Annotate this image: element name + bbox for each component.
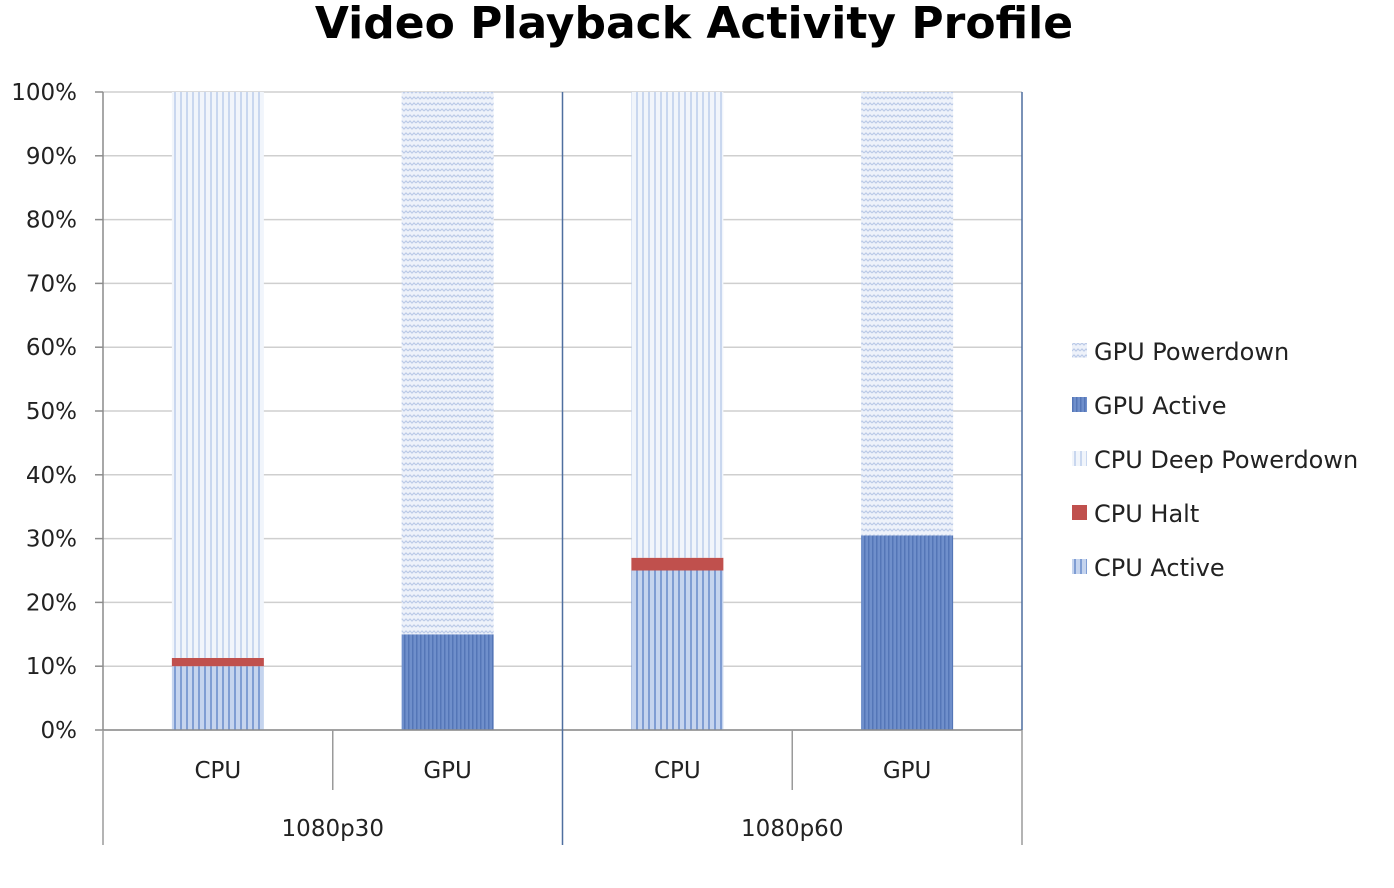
bar-segment-cpu-halt xyxy=(631,557,724,571)
legend-swatch-gpu-active xyxy=(1072,397,1087,412)
bar-segment-gpu-powerdown xyxy=(401,92,494,635)
legend-swatch-cpu-active xyxy=(1072,559,1087,574)
x-category-label: GPU xyxy=(423,758,472,784)
legend-label-gpu-powerdown: GPU Powerdown xyxy=(1094,338,1289,366)
bar-segment-cpu-deep-powerdown xyxy=(171,92,264,658)
y-tick-label: 50% xyxy=(26,399,77,425)
legend-swatch-cpu-deep-powerdown xyxy=(1072,451,1087,466)
y-tick-label: 0% xyxy=(41,718,78,744)
legend-label-cpu-deep-powerdown: CPU Deep Powerdown xyxy=(1094,446,1358,474)
x-category-label: GPU xyxy=(883,758,932,784)
x-category-label: CPU xyxy=(654,758,701,784)
chart-title: Video Playback Activity Profile xyxy=(315,0,1073,49)
y-tick-label: 80% xyxy=(26,208,77,234)
y-tick-label: 90% xyxy=(26,144,77,170)
legend-label-cpu-active: CPU Active xyxy=(1094,554,1225,582)
y-tick-label: 100% xyxy=(11,80,77,106)
bar-segment-cpu-deep-powerdown xyxy=(631,92,724,558)
bar-segment-cpu-active xyxy=(171,666,264,730)
y-tick-label: 70% xyxy=(26,271,77,297)
bar-segment-cpu-active xyxy=(631,570,724,730)
bar-segment-gpu-active xyxy=(401,634,494,730)
y-tick-label: 30% xyxy=(26,527,77,553)
y-tick-label: 40% xyxy=(26,463,77,489)
bar-segment-cpu-halt xyxy=(171,657,264,667)
legend-swatch-gpu-powerdown xyxy=(1072,343,1087,358)
bars xyxy=(171,92,954,730)
x-group-label: 1080p30 xyxy=(282,816,384,842)
y-tick-label: 20% xyxy=(26,590,77,616)
bar-segment-gpu-active xyxy=(861,535,954,730)
legend-swatch-cpu-halt xyxy=(1072,505,1087,520)
bar-segment-gpu-powerdown xyxy=(861,92,954,536)
y-tick-label: 10% xyxy=(26,654,77,680)
x-category-label: CPU xyxy=(194,758,241,784)
x-group-label: 1080p60 xyxy=(741,816,843,842)
x-axis-categories: CPU GPU CPU GPU 1080p30 1080p60 xyxy=(102,730,1023,845)
y-axis-ticks: 0% 10% 20% 30% 40% 50% 60% 70% 80% 90% 100% xyxy=(11,80,103,744)
legend: GPU Powerdown GPU Active CPU Deep Powerdow… xyxy=(1072,338,1358,582)
y-tick-label: 60% xyxy=(26,335,77,361)
legend-label-gpu-active: GPU Active xyxy=(1094,392,1227,420)
legend-label-cpu-halt: CPU Halt xyxy=(1094,500,1199,528)
